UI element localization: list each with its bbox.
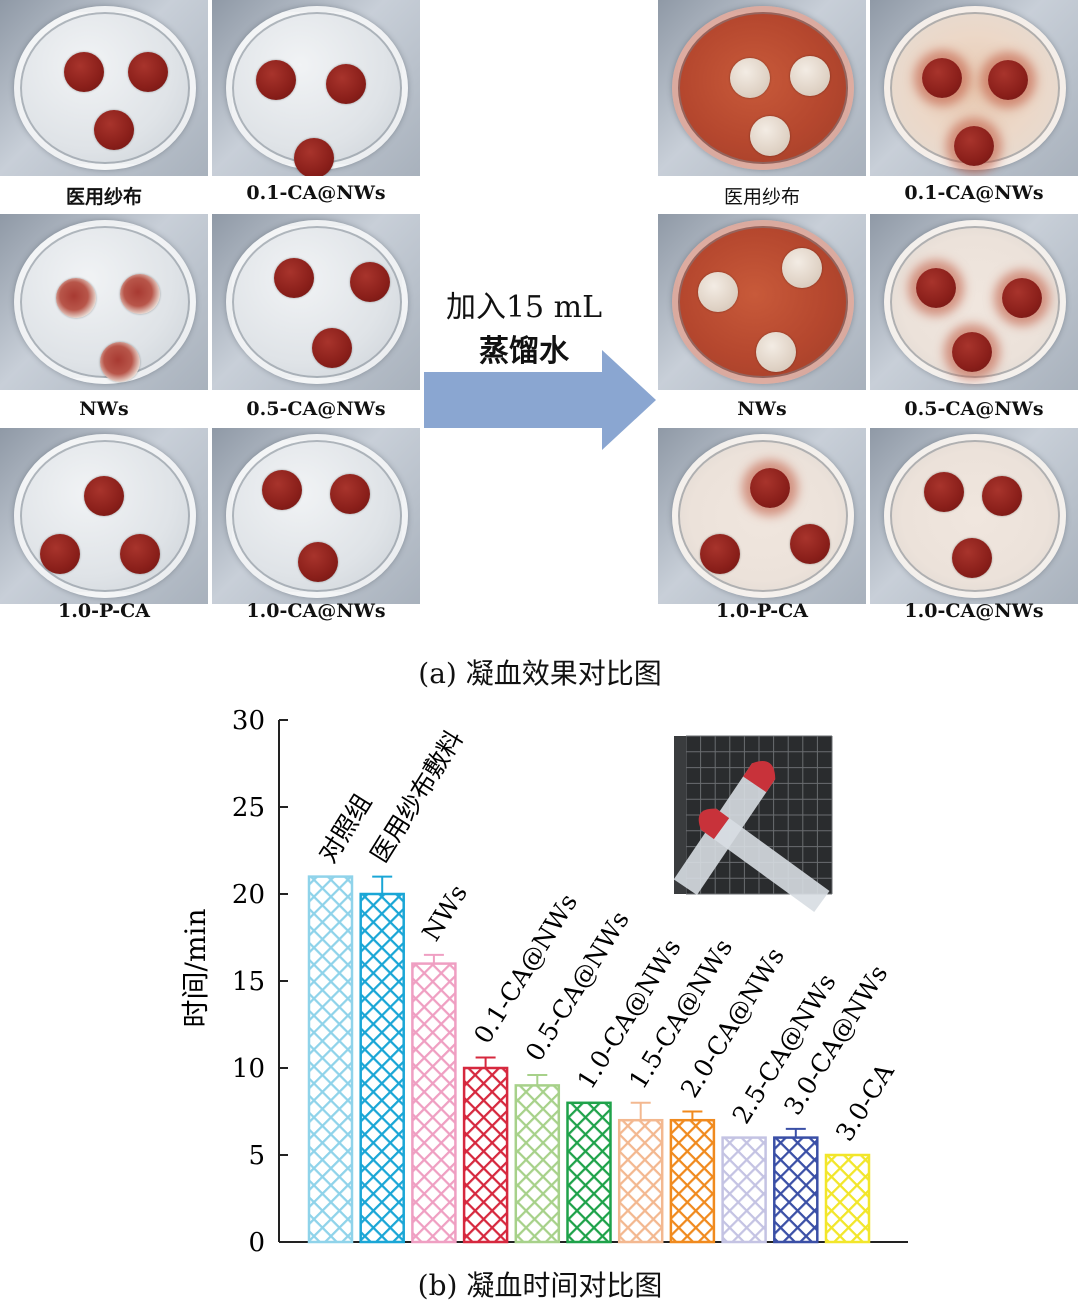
bar-category-label: 对照组: [313, 789, 377, 868]
photo-right-6: [870, 428, 1078, 604]
photo-left-1: [0, 0, 208, 176]
photo-right-1: [658, 0, 866, 176]
y-tick-label: 25: [232, 793, 265, 823]
y-axis-label: 时间/min: [179, 909, 212, 1028]
bar: [307, 875, 354, 1244]
label-left-6: 1.0-CA@NWs: [246, 600, 386, 622]
inset-photo: [673, 735, 833, 912]
label-left-3: NWs: [79, 398, 129, 420]
bar: [359, 892, 405, 1244]
process-arrow: [424, 350, 656, 450]
label-right-1: 医用纱布: [723, 186, 800, 208]
photo-right-2: [870, 0, 1078, 176]
photo-right-3: [658, 214, 866, 390]
bar: [669, 1118, 716, 1244]
label-left-5: 1.0-P-CA: [58, 600, 150, 622]
bar-category-label: NWs: [416, 879, 473, 946]
bar: [617, 1118, 664, 1244]
photo-right-4: [870, 214, 1078, 390]
photo-left-3: [0, 214, 208, 390]
photo-left-6: [212, 428, 420, 604]
bar: [514, 1084, 561, 1244]
y-tick-label: 0: [248, 1228, 265, 1258]
bar: [773, 1136, 819, 1244]
y-tick-label: 15: [232, 967, 265, 997]
bar: [566, 1101, 612, 1244]
label-left-4: 0.5-CA@NWs: [246, 398, 386, 420]
bar: [411, 962, 457, 1244]
arrow-text-line2: 蒸馏水: [479, 334, 569, 369]
y-tick-label: 5: [248, 1141, 265, 1171]
label-left-2: 0.1-CA@NWs: [246, 182, 386, 204]
chart-bars: [307, 875, 871, 1244]
label-right-3: NWs: [737, 398, 787, 420]
photo-left-4: [212, 214, 420, 390]
y-tick-label: 10: [232, 1054, 265, 1084]
photo-left-2: [212, 0, 420, 176]
bar-category-label: 医用纱布敷料: [365, 725, 469, 868]
y-tick-label: 20: [232, 880, 265, 910]
photo-right-5: [658, 428, 866, 604]
bar: [462, 1066, 509, 1244]
y-tick-label: 30: [232, 706, 265, 736]
photo-left-5: [0, 428, 208, 604]
label-right-5: 1.0-P-CA: [716, 600, 808, 622]
label-right-4: 0.5-CA@NWs: [904, 398, 1044, 420]
bar: [824, 1153, 871, 1244]
arrow-text-line1: 加入15 mL: [445, 290, 603, 325]
caption-a: (a) 凝血效果对比图: [418, 657, 662, 690]
label-left-1: 医用纱布: [65, 186, 142, 208]
label-right-2: 0.1-CA@NWs: [904, 182, 1044, 204]
caption-b: (b) 凝血时间对比图: [417, 1269, 663, 1302]
bar-category-label: 3.0-CA: [830, 1058, 900, 1147]
bar: [721, 1136, 767, 1244]
label-right-6: 1.0-CA@NWs: [904, 600, 1044, 622]
